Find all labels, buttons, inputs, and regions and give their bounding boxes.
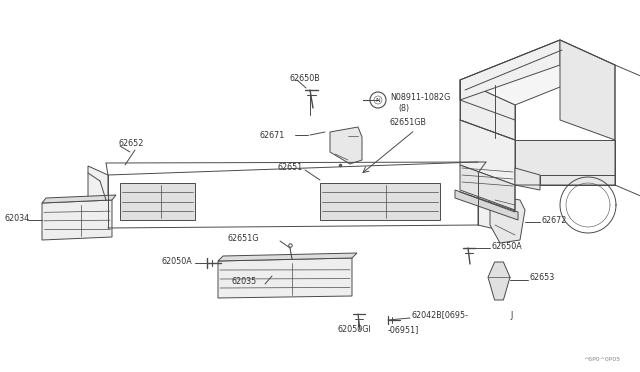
Polygon shape bbox=[455, 190, 518, 220]
Polygon shape bbox=[42, 200, 112, 240]
Polygon shape bbox=[460, 40, 560, 100]
Text: 62651GB: 62651GB bbox=[390, 118, 427, 126]
Text: (8): (8) bbox=[398, 103, 409, 112]
Polygon shape bbox=[488, 262, 510, 300]
Text: 62650A: 62650A bbox=[492, 241, 523, 250]
Polygon shape bbox=[42, 195, 116, 203]
Text: 62653: 62653 bbox=[530, 273, 556, 282]
Polygon shape bbox=[218, 253, 357, 261]
Polygon shape bbox=[460, 40, 615, 105]
Polygon shape bbox=[560, 40, 615, 140]
Polygon shape bbox=[460, 165, 515, 210]
Text: N: N bbox=[376, 97, 380, 103]
Polygon shape bbox=[490, 195, 525, 243]
Polygon shape bbox=[478, 169, 495, 229]
Text: 62672: 62672 bbox=[542, 215, 568, 224]
Text: 62650B: 62650B bbox=[290, 74, 321, 83]
Polygon shape bbox=[540, 175, 615, 185]
Text: 62035: 62035 bbox=[232, 278, 257, 286]
Text: 62042B[0695-: 62042B[0695- bbox=[412, 311, 469, 320]
Polygon shape bbox=[515, 140, 615, 185]
Text: J: J bbox=[510, 311, 512, 320]
Polygon shape bbox=[330, 127, 362, 164]
Text: 62652: 62652 bbox=[118, 138, 143, 148]
Polygon shape bbox=[320, 183, 440, 220]
Polygon shape bbox=[88, 166, 108, 235]
Text: 62050A: 62050A bbox=[162, 257, 193, 266]
Polygon shape bbox=[120, 183, 195, 220]
Text: -06951]: -06951] bbox=[388, 326, 419, 334]
Text: 62651G: 62651G bbox=[228, 234, 259, 243]
Text: 62050GI: 62050GI bbox=[338, 326, 372, 334]
Polygon shape bbox=[460, 120, 515, 185]
Text: N08911-1082G: N08911-1082G bbox=[390, 93, 451, 102]
Polygon shape bbox=[218, 258, 352, 298]
Polygon shape bbox=[515, 168, 540, 190]
Text: 62671: 62671 bbox=[260, 131, 285, 140]
Polygon shape bbox=[460, 80, 515, 140]
Text: ^6P0^0P05: ^6P0^0P05 bbox=[583, 357, 620, 362]
Text: 62034: 62034 bbox=[4, 214, 29, 222]
Text: 62651: 62651 bbox=[278, 163, 303, 171]
